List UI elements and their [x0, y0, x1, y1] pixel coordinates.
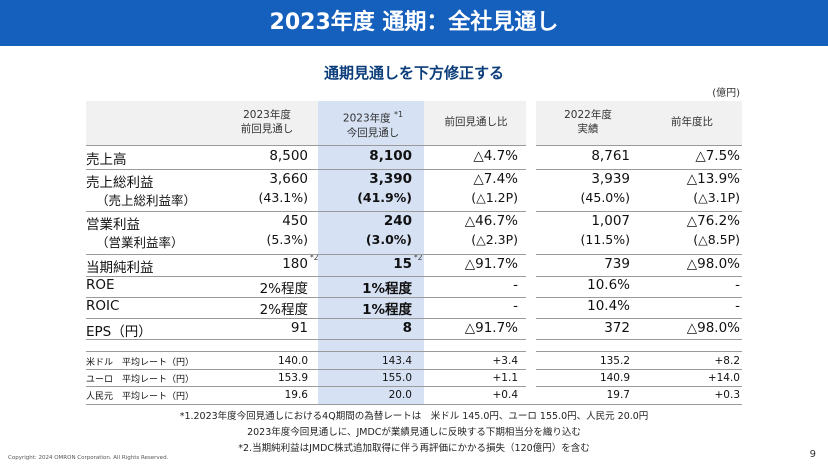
table-rule [86, 339, 742, 340]
table-row: （営業利益率） (5.3%) (3.0%) (△2.3P) (11.5%) (△… [96, 232, 740, 250]
title-bar [0, 0, 828, 46]
row-label: EPS（円） [86, 324, 152, 340]
table-rule [86, 169, 742, 170]
row-label: （営業利益率） [96, 235, 184, 250]
row-label: 米ドル 平均レート（円） [86, 358, 195, 368]
table-row: ユーロ 平均レート（円） 153.9 155.0 +1.1 140.9 +14.… [86, 372, 740, 385]
page-number: 9 [809, 449, 816, 460]
table-rule [86, 297, 742, 298]
table-rule [86, 369, 742, 370]
column-gap [526, 100, 536, 404]
page-title: 2023年度 通期：全社見通し [269, 10, 559, 35]
header-yoy: 前年度比 [671, 116, 713, 128]
table-row: ROE 2%程度 1%程度 - 10.6% - [86, 277, 740, 297]
table-row: 米ドル 平均レート（円） 140.0 143.4 +3.4 135.2 +8.2 [86, 355, 740, 368]
row-label: （売上総利益率） [96, 193, 197, 208]
header-band [536, 101, 742, 145]
footnote-1: *1.2023年度今回見通しにおける4Q期間の為替レートは 米ドル 145.0円… [179, 411, 649, 422]
table-row: 売上総利益 3,660 3,390 △7.4% 3,939 △13.9% [86, 171, 740, 191]
row-label: 売上高 [86, 152, 127, 168]
row-label: 人民元 平均レート（円） [86, 392, 195, 402]
row-label: 営業利益 [86, 217, 140, 233]
footnote-1b: 2023年度今回見通しに、JMDCが業績見通しに反映する下期相当分を織り込む [247, 427, 581, 438]
row-label: 売上総利益 [86, 175, 154, 191]
table-rule [86, 254, 742, 255]
row-label: 当期純利益 [86, 260, 154, 276]
current-forecast-highlight [318, 101, 424, 404]
header-current-forecast: 2023年度 *1 今回見通し [342, 110, 404, 139]
header-band [86, 101, 318, 145]
table-rule [86, 211, 742, 212]
header-band [424, 101, 526, 145]
unit-label: (億円) [712, 88, 740, 99]
row-label: ROIC [86, 298, 120, 314]
table-rule [86, 276, 742, 277]
footnote-2: *2.当期純利益はJMDC株式追加取得に伴う再評価にかかる損失（120億円）を含… [238, 443, 590, 454]
table-rule [86, 145, 742, 146]
table-row: 人民元 平均レート（円） 19.6 20.0 +0.4 19.7 +0.3 [86, 389, 740, 402]
table-row: 営業利益 450 240 △46.7% 1,007 △76.2% [86, 213, 740, 233]
header-vs-prev: 前回見通し比 [444, 116, 508, 128]
row-label: ROE [86, 277, 115, 293]
header-fy2022: 2022年度 実績 [564, 109, 612, 135]
table-row: ROIC 2%程度 1%程度 - 10.4% - [86, 298, 740, 318]
table-rule [86, 318, 742, 319]
table-row: 売上高 8,500 8,100 △4.7% 8,761 △7.5% [86, 148, 740, 168]
footnote-marker: *2 [414, 253, 423, 262]
subtitle: 通期見通しを下方修正する [323, 64, 504, 82]
header-prev-forecast: 2023年度 前回見通し [240, 109, 294, 135]
footnote-marker: *2 [310, 253, 319, 262]
table-row: 当期純利益 180 *2 15 *2 △91.7% 739 △98.0% [86, 253, 740, 276]
row-label: ユーロ 平均レート（円） [86, 375, 195, 385]
table-row: EPS（円） 91 8 △91.7% 372 △98.0% [86, 320, 740, 340]
copyright: Copyright: 2024 OMRON Corporation. All R… [8, 455, 169, 461]
table-rule [86, 351, 742, 352]
table-rule [86, 386, 742, 387]
table-rule [86, 404, 742, 405]
table-row: （売上総利益率） (43.1%) (41.9%) (△1.2P) (45.0%)… [96, 190, 740, 208]
